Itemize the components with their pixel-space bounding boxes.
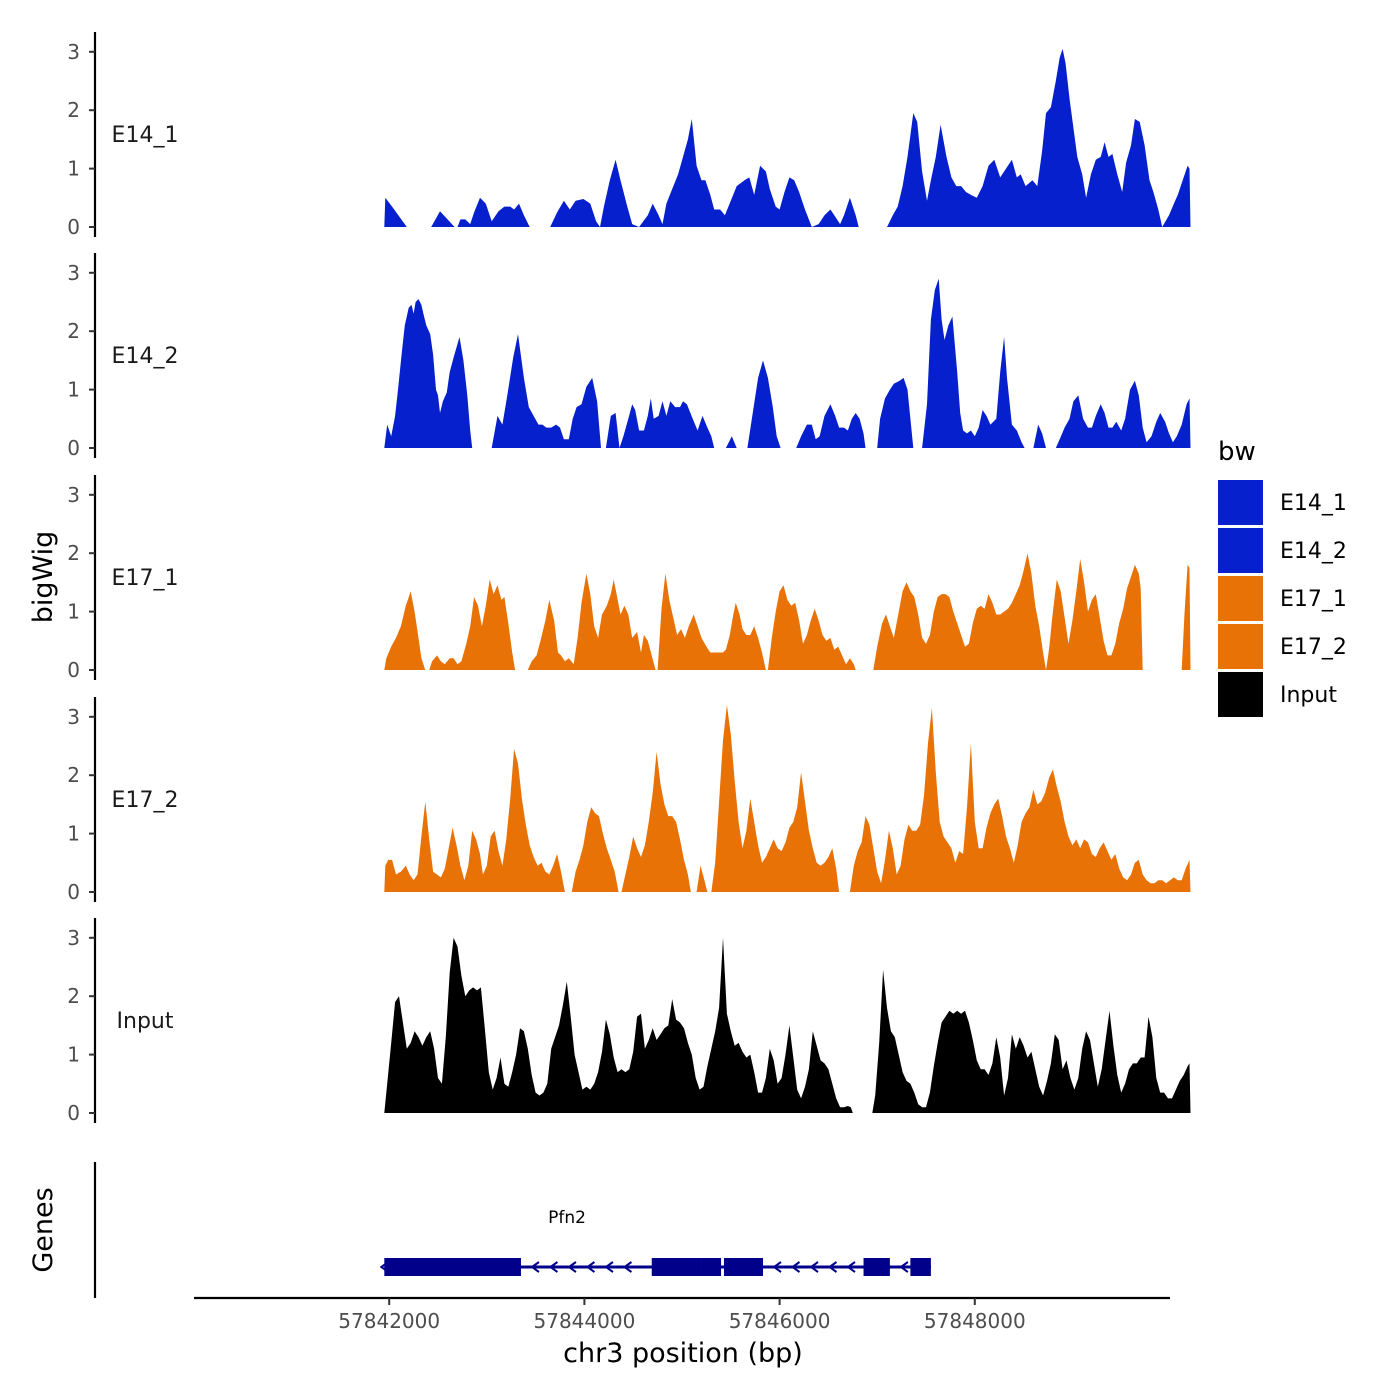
panel-Input: 0 1 2 3 Input [67, 918, 1191, 1125]
strand-arrow [899, 1261, 909, 1273]
gene-exon [910, 1258, 931, 1276]
x-tick-label: 57844000 [534, 1309, 636, 1333]
gene-exon [701, 1258, 722, 1276]
legend-label: E14_1 [1280, 491, 1347, 516]
y-tick-label: 3 [67, 705, 80, 729]
x-axis: 57842000 57844000 57846000 57848000 [194, 1296, 1170, 1333]
legend-swatch-E14_2 [1218, 528, 1263, 573]
y-tick-label: 1 [67, 600, 80, 624]
signal-area-E17_1 [384, 553, 1191, 670]
gene-model [379, 1258, 931, 1276]
strand-arrow [548, 1261, 559, 1273]
strand-arrow [567, 1261, 577, 1273]
signal-area-E14_2 [384, 278, 1191, 448]
track-label: E14_2 [112, 344, 179, 369]
track-label: Input [117, 1009, 174, 1034]
panel-E17_1: 0 1 2 3 E17_1 [67, 475, 1191, 682]
y-tick-label: 2 [67, 984, 80, 1008]
y-tick-label: 2 [67, 541, 80, 565]
gene-exon [723, 1258, 764, 1276]
panel-E14_2: 0 1 2 3 E14_2 [67, 253, 1191, 460]
track-label: E14_1 [112, 123, 179, 148]
y-tick-label: 3 [67, 40, 80, 64]
legend-label: E17_2 [1280, 635, 1347, 660]
legend-title: bw [1218, 437, 1256, 467]
y-tick-label: 1 [67, 1043, 80, 1067]
y-tick-label: 0 [67, 436, 80, 460]
legend: bw E14_1 E14_2 E17_1 E17_2 Input [1218, 437, 1347, 717]
track-label: E17_1 [112, 566, 179, 591]
y-tick-label: 3 [67, 926, 80, 950]
gene-exon [651, 1258, 702, 1276]
y-tick-label: 0 [67, 215, 80, 239]
x-tick-label: 57848000 [924, 1309, 1026, 1333]
strand-arrow [790, 1261, 801, 1273]
y-tick-label: 2 [67, 98, 80, 122]
y-tick-label: 0 [67, 880, 80, 904]
y-tick-label: 2 [67, 763, 80, 787]
y-tick-label: 1 [67, 157, 80, 181]
y-tick-label: 0 [67, 658, 80, 682]
legend-swatch-Input [1218, 672, 1263, 717]
strand-arrow [772, 1261, 782, 1273]
legend-swatch-E17_1 [1218, 576, 1263, 621]
strand-arrow [827, 1261, 838, 1273]
panel-E17_2: 0 1 2 3 E17_2 [67, 697, 1191, 904]
y-tick-label: 2 [67, 319, 80, 343]
legend-label: E14_2 [1280, 539, 1347, 564]
genes-panel-title: Genes [28, 1187, 59, 1272]
strand-arrow [530, 1261, 540, 1273]
legend-swatch-E14_1 [1218, 480, 1263, 525]
strand-arrow [809, 1261, 819, 1273]
legend-swatch-E17_2 [1218, 624, 1263, 669]
signal-area-E14_1 [384, 48, 1191, 228]
y-tick-label: 3 [67, 261, 80, 285]
y-tick-label: 1 [67, 822, 80, 846]
track-label: E17_2 [112, 788, 179, 813]
gene-exon [384, 1258, 521, 1276]
strand-arrow [604, 1261, 614, 1273]
legend-label: E17_1 [1280, 587, 1347, 612]
strand-arrow [585, 1261, 596, 1273]
legend-label: Input [1280, 683, 1337, 708]
y-axis-title: bigWig [28, 531, 59, 624]
signal-area-E17_2 [384, 705, 1191, 892]
strand-arrow [846, 1261, 856, 1273]
x-tick-label: 57846000 [729, 1309, 831, 1333]
signal-panels: 0 1 2 3 E14_1 0 1 2 3 E14_2 0 1 2 3 E17_1 0 1 2 3 E17_2 0 1 2 3… [67, 32, 1191, 1125]
gene-exon [863, 1258, 890, 1276]
strand-arrow [622, 1261, 633, 1273]
x-axis-title: chr3 position (bp) [563, 1338, 803, 1369]
signal-area-Input [384, 937, 1191, 1113]
gene-name-label: Pfn2 [548, 1208, 586, 1228]
y-tick-label: 0 [67, 1101, 80, 1125]
x-tick-label: 57842000 [338, 1309, 440, 1333]
y-tick-label: 1 [67, 378, 80, 402]
panel-E14_1: 0 1 2 3 E14_1 [67, 32, 1191, 239]
gene-panel: Pfn2 [93, 1162, 931, 1298]
y-tick-label: 3 [67, 483, 80, 507]
